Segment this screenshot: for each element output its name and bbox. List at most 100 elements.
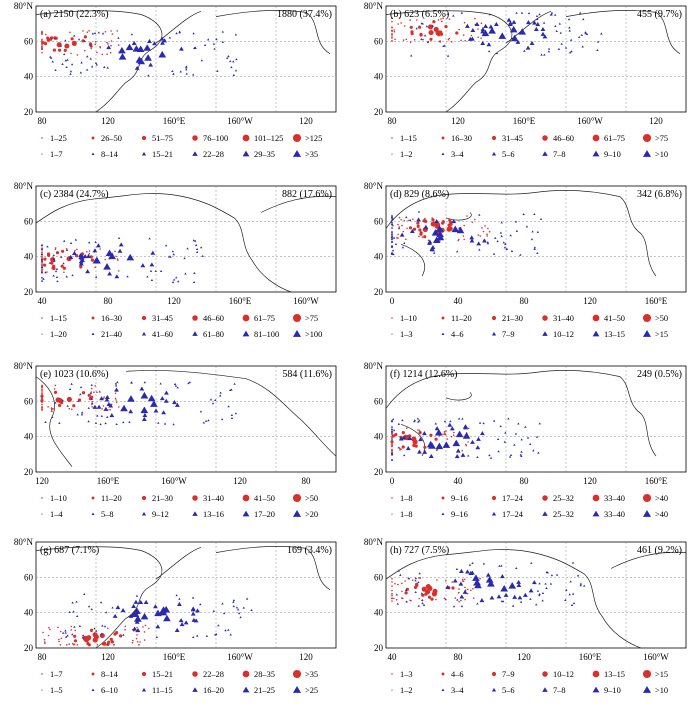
- red-circle-marker: [455, 31, 459, 35]
- legend-range-label: >50: [655, 313, 669, 323]
- blue-triangle-marker: [564, 599, 567, 602]
- red-circle-marker: [90, 46, 92, 49]
- triangle-symbol-icon: [189, 149, 201, 159]
- legend-range-label: 25–32: [553, 493, 574, 503]
- legend-range-label: 28–35: [254, 669, 275, 679]
- legend-item: 21–25: [240, 684, 291, 696]
- red-circle-marker: [466, 593, 469, 595]
- blue-triangle-marker: [149, 269, 153, 272]
- blue-triangle-marker: [584, 32, 587, 35]
- blue-triangle-marker: [239, 616, 242, 619]
- red-circle-marker: [399, 449, 401, 451]
- blue-triangle-marker: [40, 259, 44, 262]
- legend-item: 9–10: [590, 684, 641, 696]
- blue-triangle-marker: [447, 422, 453, 427]
- red-circle-marker: [106, 53, 108, 55]
- blue-triangle-marker: [176, 386, 179, 389]
- blue-triangle-marker: [140, 263, 146, 268]
- blue-triangle-marker: [417, 420, 420, 423]
- legend-range-label: 4–6: [451, 669, 464, 679]
- legend-item: 1–25: [36, 132, 87, 144]
- blue-triangle-marker: [428, 453, 434, 459]
- legend-range-label: 1–15: [50, 313, 67, 323]
- coastline: [35, 10, 331, 113]
- red-circle-marker: [135, 637, 138, 640]
- legend-item: 17–20: [240, 508, 291, 520]
- circle-symbol-icon: [87, 313, 99, 323]
- blue-triangle-marker: [105, 249, 114, 256]
- blue-triangle-marker: [407, 577, 410, 580]
- blue-triangle-marker: [130, 33, 134, 36]
- lat-tick-label: 20: [24, 643, 34, 653]
- blue-triangle-marker: [553, 13, 557, 16]
- blue-triangle-marker: [237, 612, 241, 615]
- blue-triangle-marker: [405, 216, 408, 219]
- red-circle-marker: [487, 227, 489, 230]
- blue-triangle-marker: [230, 416, 234, 420]
- legend-range-label: 22–28: [203, 149, 224, 159]
- blue-triangle-marker: [392, 429, 396, 432]
- blue-triangle-marker: [150, 400, 158, 407]
- lon-tick-label: 0: [390, 296, 395, 306]
- blue-triangle-marker: [85, 269, 90, 274]
- blue-triangle-marker: [76, 413, 79, 416]
- blue-triangle-marker: [529, 597, 532, 600]
- right-stat: 249 (0.5%): [637, 369, 682, 380]
- blue-triangle-marker: [600, 32, 603, 35]
- blue-triangle-marker: [101, 32, 105, 35]
- red-circle-marker: [109, 51, 112, 54]
- red-circle-marker: [94, 43, 96, 46]
- blue-triangle-marker: [48, 261, 52, 264]
- circle-symbol-icon: [189, 669, 201, 679]
- legend-range-label: 1–2: [400, 149, 413, 159]
- legend-row-blue: 1–8 9–16 17–24 25–32 33–40 >40: [386, 508, 692, 520]
- red-circle-marker: [401, 582, 403, 585]
- lat-tick-label: 60: [374, 572, 384, 582]
- blue-triangle-marker: [418, 437, 423, 442]
- red-circle-marker: [76, 54, 79, 56]
- red-circle-marker: [41, 396, 43, 398]
- legend-range-label: 17–24: [502, 509, 523, 519]
- red-circle-marker: [57, 626, 59, 629]
- blue-triangle-marker: [141, 416, 147, 422]
- red-circle-marker: [117, 270, 120, 272]
- red-circle-marker: [423, 219, 427, 223]
- blue-triangle-marker: [558, 22, 561, 25]
- blue-triangle-marker: [40, 271, 44, 274]
- blue-triangle-marker: [234, 412, 238, 415]
- blue-triangle-marker: [479, 431, 485, 436]
- triangle-symbol-icon: [291, 149, 303, 159]
- legend-item: 16–30: [437, 132, 488, 144]
- blue-triangle-marker: [142, 412, 148, 418]
- red-circle-marker: [113, 632, 117, 636]
- coastline: [35, 546, 331, 649]
- red-circle-marker: [428, 30, 434, 36]
- legend-item: 22–28: [189, 148, 240, 160]
- blue-triangle-marker: [485, 576, 494, 583]
- legend-item: 31–40: [189, 492, 240, 504]
- blue-triangle-marker: [76, 614, 79, 618]
- blue-triangle-marker: [66, 634, 69, 637]
- triangle-symbol-icon: [590, 509, 602, 519]
- blue-triangle-marker: [150, 278, 154, 281]
- blue-triangle-marker: [570, 50, 573, 53]
- red-circle-marker: [71, 40, 77, 46]
- blue-triangle-marker: [474, 21, 480, 26]
- blue-triangle-marker: [128, 613, 134, 618]
- blue-triangle-marker: [229, 60, 232, 63]
- blue-triangle-marker: [545, 571, 548, 574]
- red-circle-marker: [467, 588, 469, 591]
- lon-tick-label: 160°E: [513, 116, 536, 126]
- red-circle-marker: [73, 634, 77, 638]
- red-circle-marker: [41, 270, 43, 273]
- blue-triangle-marker: [569, 580, 572, 583]
- blue-triangle-marker: [499, 231, 503, 234]
- legend-item: 1–4: [36, 508, 87, 520]
- red-circle-marker: [432, 20, 436, 24]
- right-stat: 169 (3.4%): [287, 545, 332, 556]
- red-circle-marker: [102, 405, 105, 407]
- red-circle-marker: [406, 427, 408, 429]
- blue-triangle-marker: [584, 31, 587, 34]
- blue-triangle-marker: [539, 217, 543, 220]
- legend-row-blue: 1–5 6–10 11–15 16–20 21–25 >25: [36, 684, 342, 696]
